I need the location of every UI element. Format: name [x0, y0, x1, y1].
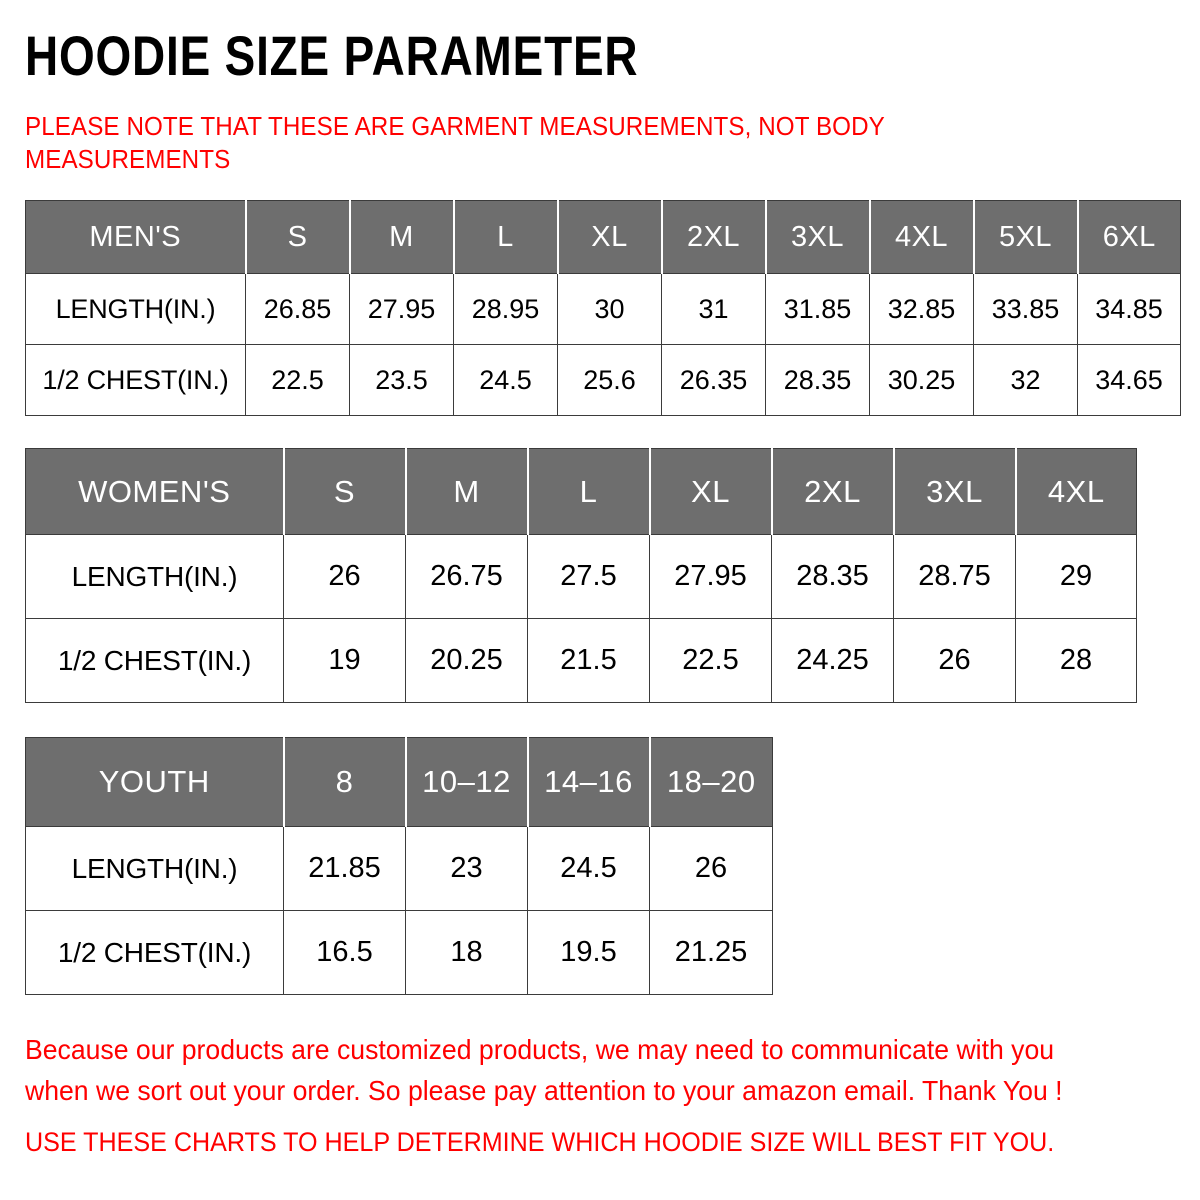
womens-table-body: LENGTH(IN.) 26 26.75 27.5 27.95 28.35 28… [25, 534, 1137, 703]
row-label: 1/2 CHEST(IN.) [25, 910, 284, 995]
measurement-cell: 26 [283, 534, 406, 619]
mens-size-header: 4XL [868, 200, 974, 274]
measurement-cell: 32.85 [869, 273, 974, 345]
measurement-cell: 34.65 [1077, 344, 1181, 416]
table-row: LENGTH(IN.) 26.85 27.95 28.95 30 31 31.8… [25, 273, 1181, 345]
measurement-cell: 28.95 [453, 273, 558, 345]
mens-size-header: 3XL [764, 200, 870, 274]
measurement-cell: 26.75 [405, 534, 528, 619]
row-label: 1/2 CHEST(IN.) [25, 344, 246, 416]
womens-table-header: WOMEN'S S M L XL 2XL 3XL 4XL [25, 448, 1137, 535]
measurement-cell: 16.5 [283, 910, 406, 995]
measurement-cell: 28.35 [765, 344, 870, 416]
youth-size-header: 18–20 [648, 737, 773, 827]
row-label: LENGTH(IN.) [25, 273, 246, 345]
measurement-cell: 20.25 [405, 618, 528, 703]
table-header-row: WOMEN'S S M L XL 2XL 3XL 4XL [25, 448, 1137, 535]
measurement-cell: 29 [1015, 534, 1137, 619]
measurement-cell: 28 [1015, 618, 1137, 703]
measurement-cell: 24.5 [453, 344, 558, 416]
measurement-cell: 19 [283, 618, 406, 703]
womens-size-header: S [282, 448, 406, 535]
measurement-cell: 27.95 [649, 534, 772, 619]
measurement-cell: 32 [973, 344, 1078, 416]
table-header-row: YOUTH 8 10–12 14–16 18–20 [25, 737, 773, 827]
mens-size-header: 5XL [972, 200, 1078, 274]
table-row: 1/2 CHEST(IN.) 19 20.25 21.5 22.5 24.25 … [25, 618, 1137, 703]
measurement-cell: 23 [405, 826, 528, 911]
customization-note: Because our products are customized prod… [25, 1034, 1063, 1106]
measurement-cell: 22.5 [245, 344, 350, 416]
mens-size-header: S [244, 200, 350, 274]
measurement-cell: 31.85 [765, 273, 870, 345]
measurement-cell: 22.5 [649, 618, 772, 703]
womens-size-header: M [404, 448, 528, 535]
measurement-cell: 26 [649, 826, 773, 911]
mens-table-body: LENGTH(IN.) 26.85 27.95 28.95 30 31 31.8… [25, 273, 1181, 416]
measurement-cell: 26.35 [661, 344, 766, 416]
measurement-cell: 19.5 [527, 910, 650, 995]
measurement-cell: 18 [405, 910, 528, 995]
chart-usage-note: USE THESE CHARTS TO HELP DETERMINE WHICH… [25, 1127, 1055, 1157]
measurement-cell: 21.25 [649, 910, 773, 995]
measurement-cell: 26.85 [245, 273, 350, 345]
mens-size-header: 2XL [660, 200, 766, 274]
measurement-cell: 28.35 [771, 534, 894, 619]
row-label: 1/2 CHEST(IN.) [25, 618, 284, 703]
garment-measurement-note: PLEASE NOTE THAT THESE ARE GARMENT MEASU… [25, 111, 885, 175]
mens-size-header: XL [556, 200, 662, 274]
youth-header-label: YOUTH [25, 737, 284, 827]
measurement-cell: 21.85 [283, 826, 406, 911]
measurement-cell: 30 [557, 273, 662, 345]
table-row: 1/2 CHEST(IN.) 16.5 18 19.5 21.25 [25, 910, 773, 995]
row-label: LENGTH(IN.) [25, 534, 284, 619]
measurement-cell: 33.85 [973, 273, 1078, 345]
youth-table-body: LENGTH(IN.) 21.85 23 24.5 26 1/2 CHEST(I… [25, 826, 773, 995]
measurement-cell: 25.6 [557, 344, 662, 416]
table-row: LENGTH(IN.) 21.85 23 24.5 26 [25, 826, 773, 911]
mens-size-header: 6XL [1076, 200, 1181, 274]
table-header-row: MEN'S S M L XL 2XL 3XL 4XL 5XL 6XL [25, 200, 1181, 274]
womens-size-table: WOMEN'S S M L XL 2XL 3XL 4XL LENGTH(IN.)… [25, 448, 1137, 703]
youth-size-header: 14–16 [526, 737, 650, 827]
mens-table-header: MEN'S S M L XL 2XL 3XL 4XL 5XL 6XL [25, 200, 1181, 274]
womens-size-header: 4XL [1014, 448, 1137, 535]
womens-header-label: WOMEN'S [25, 448, 284, 535]
youth-size-header: 8 [282, 737, 406, 827]
mens-header-label: MEN'S [25, 200, 246, 274]
mens-size-header: M [348, 200, 454, 274]
youth-table-header: YOUTH 8 10–12 14–16 18–20 [25, 737, 773, 827]
youth-size-header: 10–12 [404, 737, 528, 827]
page-title: HOODIE SIZE PARAMETER [25, 24, 639, 87]
measurement-cell: 24.25 [771, 618, 894, 703]
measurement-cell: 34.85 [1077, 273, 1181, 345]
measurement-cell: 23.5 [349, 344, 454, 416]
measurement-cell: 28.75 [893, 534, 1016, 619]
womens-size-header: L [526, 448, 650, 535]
womens-size-header: 3XL [892, 448, 1016, 535]
mens-size-table: MEN'S S M L XL 2XL 3XL 4XL 5XL 6XL LENGT… [25, 200, 1181, 416]
table-row: 1/2 CHEST(IN.) 22.5 23.5 24.5 25.6 26.35… [25, 344, 1181, 416]
measurement-cell: 31 [661, 273, 766, 345]
womens-size-header: 2XL [770, 448, 894, 535]
measurement-cell: 21.5 [527, 618, 650, 703]
mens-size-header: L [452, 200, 558, 274]
measurement-cell: 24.5 [527, 826, 650, 911]
row-label: LENGTH(IN.) [25, 826, 284, 911]
table-row: LENGTH(IN.) 26 26.75 27.5 27.95 28.35 28… [25, 534, 1137, 619]
measurement-cell: 30.25 [869, 344, 974, 416]
measurement-cell: 27.5 [527, 534, 650, 619]
measurement-cell: 26 [893, 618, 1016, 703]
womens-size-header: XL [648, 448, 772, 535]
youth-size-table: YOUTH 8 10–12 14–16 18–20 LENGTH(IN.) 21… [25, 737, 773, 995]
measurement-cell: 27.95 [349, 273, 454, 345]
